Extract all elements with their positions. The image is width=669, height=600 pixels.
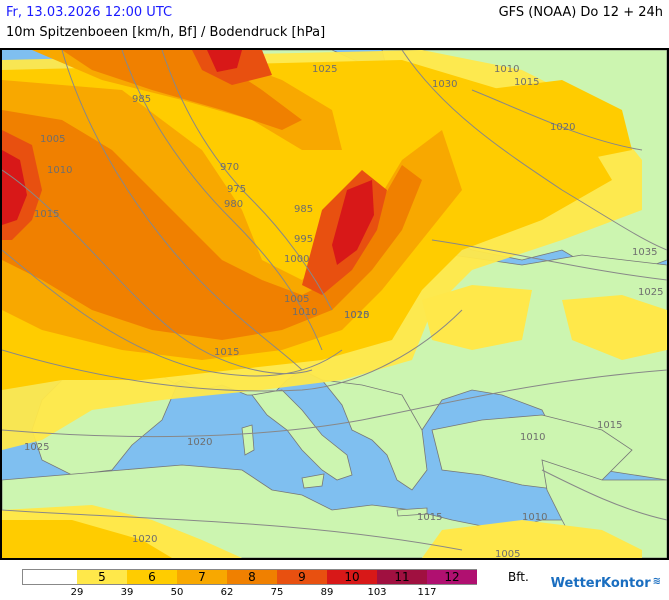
isobar-label: 1015: [417, 512, 442, 523]
isobar-label: 1020: [344, 310, 369, 321]
isobar-label: 1020: [550, 122, 575, 133]
isobar-label: 1010: [292, 307, 317, 318]
legend-tick-label: 29: [70, 587, 84, 598]
isobar-label: 1015: [344, 310, 369, 321]
legend-cell: 8: [227, 569, 277, 585]
isobar-label: 1020: [132, 534, 157, 545]
legend-tick-label: 89: [320, 587, 334, 598]
isobar-label: 1025: [24, 442, 49, 453]
isobar-label: 1010: [522, 512, 547, 523]
isobar-label: 1010: [520, 432, 545, 443]
isobar-label: 1015: [514, 77, 539, 88]
isobar-label: 1015: [34, 209, 59, 220]
model-run-info: GFS (NOAA) Do 12 + 24h: [498, 5, 663, 20]
legend-cell: 7: [177, 569, 227, 585]
parameter-title: 10m Spitzenboeen [km/h, Bf] / Bodendruck…: [6, 25, 326, 40]
legend-cell: 9: [277, 569, 327, 585]
isobar-label: 970: [220, 162, 239, 173]
brand-logo: WetterKontor ≋: [550, 576, 661, 591]
isobar-label: 980: [224, 199, 243, 210]
isobar-label: 1035: [632, 247, 657, 258]
isobar-label: 1025: [638, 287, 663, 298]
isobar-label: 1005: [495, 549, 520, 558]
isobar-label: 1015: [597, 420, 622, 431]
isobar-label: 1010: [47, 165, 72, 176]
isobar-label: 975: [227, 184, 246, 195]
legend-tick-label: 39: [120, 587, 134, 598]
isobar-label: 1000: [284, 254, 309, 265]
legend-tick-label: 117: [417, 587, 437, 598]
legend-cell: [22, 569, 77, 585]
isobar-label: 1030: [432, 79, 457, 90]
wind-icon: ≋: [652, 576, 661, 587]
legend-tick-label: 103: [367, 587, 387, 598]
gust-bands: [2, 50, 667, 558]
bft-unit-label: Bft.: [508, 570, 529, 584]
isobar-label: 985: [132, 94, 151, 105]
isobar-label: 1020: [187, 437, 212, 448]
legend-cell: 5: [77, 569, 127, 585]
isobar-label: 1005: [40, 134, 65, 145]
isobars: [2, 50, 667, 551]
isobar-label: 1015: [214, 347, 239, 358]
legend-cell: 12: [427, 569, 477, 585]
legend-cell: 6: [127, 569, 177, 585]
wind-gust-map: 985 1005 1010 1015 970 975 980 985 995 1…: [2, 50, 667, 558]
legend-cell: 11: [377, 569, 427, 585]
isobar-label: 1010: [494, 64, 519, 75]
forecast-valid-time: Fr, 13.03.2026 12:00 UTC: [6, 5, 173, 20]
isobar-label: 985: [294, 204, 313, 215]
weather-map: 985 1005 1010 1015 970 975 980 985 995 1…: [0, 48, 669, 560]
legend-tick-label: 75: [270, 587, 284, 598]
isobar-labels: 985 1005 1010 1015 970 975 980 985 995 1…: [24, 64, 663, 558]
isobar-label: 1025: [312, 64, 337, 75]
isobar-label: 995: [294, 234, 313, 245]
legend-tick-label: 62: [220, 587, 234, 598]
isobar-label: 1005: [284, 294, 309, 305]
legend-cell: 10: [327, 569, 377, 585]
legend-tick-label: 50: [170, 587, 184, 598]
